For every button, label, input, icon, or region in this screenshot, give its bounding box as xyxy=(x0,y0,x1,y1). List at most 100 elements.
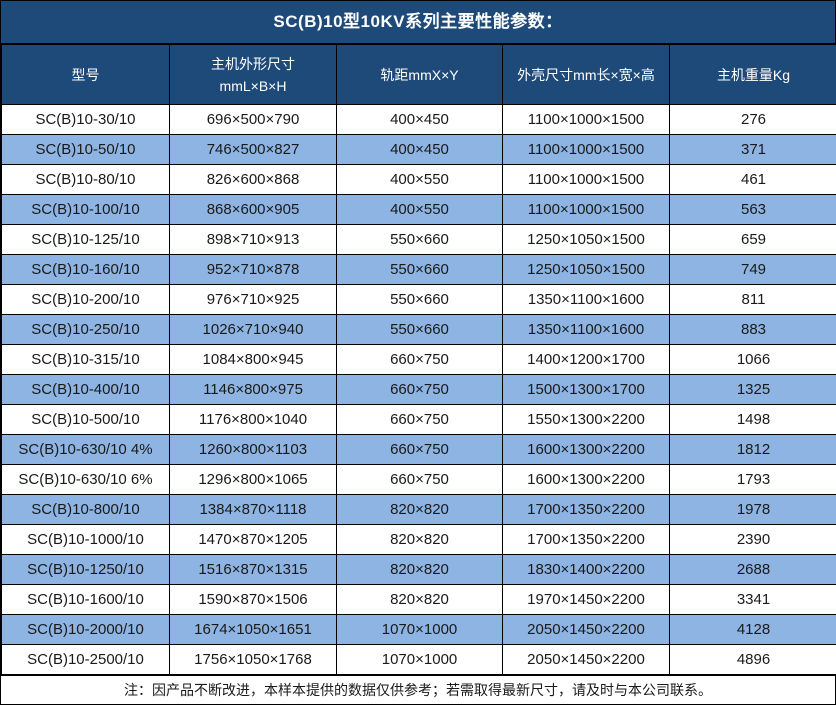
spec-table: 型号 主机外形尺寸 mmL×B×H 轨距mmX×Y 外壳尺寸mm长×宽×高 主机… xyxy=(1,44,836,675)
cell-model: SC(B)10-200/10 xyxy=(1,284,170,315)
cell-rail-gauge: 550×660 xyxy=(336,254,503,285)
cell-enclosure-size: 1500×1300×1700 xyxy=(502,374,670,405)
table-row: SC(B)10-1250/10 1516×870×1315 820×820 1830×… xyxy=(1,554,836,585)
table-row: SC(B)10-1000/10 1470×870×1205 820×820 1700×… xyxy=(1,524,836,555)
table-row: SC(B)10-160/10 952×710×878 550×660 1250×105… xyxy=(1,254,836,285)
column-header-label: 外壳尺寸mm长×宽×高 xyxy=(517,66,655,83)
cell-weight: 811 xyxy=(669,284,836,315)
cell-weight: 1793 xyxy=(669,464,836,495)
cell-host-dimensions: 1146×800×975 xyxy=(169,374,337,405)
cell-host-dimensions: 746×500×827 xyxy=(169,134,337,165)
cell-weight: 2688 xyxy=(669,554,836,585)
table-row: SC(B)10-500/10 1176×800×1040 660×750 1550×1… xyxy=(1,404,836,435)
cell-host-dimensions: 1590×870×1506 xyxy=(169,584,337,615)
column-header-label: 主机外形尺寸 xyxy=(211,55,295,72)
cell-host-dimensions: 1470×870×1205 xyxy=(169,524,337,555)
cell-model: SC(B)10-125/10 xyxy=(1,224,170,255)
cell-enclosure-size: 1100×1000×1500 xyxy=(502,164,670,195)
cell-model: SC(B)10-30/10 xyxy=(1,104,170,135)
table-header: 型号 主机外形尺寸 mmL×B×H 轨距mmX×Y 外壳尺寸mm长×宽×高 主机… xyxy=(1,44,836,105)
column-header-label: 轨距mmX×Y xyxy=(380,66,459,83)
cell-model: SC(B)10-1600/10 xyxy=(1,584,170,615)
cell-enclosure-size: 1830×1400×2200 xyxy=(502,554,670,585)
cell-enclosure-size: 1600×1300×2200 xyxy=(502,434,670,465)
column-header-enclosure-size: 外壳尺寸mm长×宽×高 xyxy=(502,44,670,105)
cell-model: SC(B)10-160/10 xyxy=(1,254,170,285)
cell-rail-gauge: 400×550 xyxy=(336,194,503,225)
cell-host-dimensions: 1384×870×1118 xyxy=(169,494,337,525)
column-header-host-dimensions: 主机外形尺寸 mmL×B×H xyxy=(169,44,337,105)
cell-enclosure-size: 1350×1100×1600 xyxy=(502,284,670,315)
cell-rail-gauge: 660×750 xyxy=(336,464,503,495)
table-row: SC(B)10-1600/10 1590×870×1506 820×820 1970×… xyxy=(1,584,836,615)
cell-weight: 1325 xyxy=(669,374,836,405)
cell-rail-gauge: 400×450 xyxy=(336,134,503,165)
cell-rail-gauge: 820×820 xyxy=(336,524,503,555)
cell-enclosure-size: 1250×1050×1500 xyxy=(502,254,670,285)
cell-host-dimensions: 1026×710×940 xyxy=(169,314,337,345)
cell-enclosure-size: 1550×1300×2200 xyxy=(502,404,670,435)
cell-enclosure-size: 1970×1450×2200 xyxy=(502,584,670,615)
table-row: SC(B)10-80/10 826×600×868 400×550 1100×1000… xyxy=(1,164,836,195)
cell-rail-gauge: 660×750 xyxy=(336,404,503,435)
table-body: SC(B)10-30/10 696×500×790 400×450 1100×1000… xyxy=(1,104,836,675)
column-header-sub: mmL×B×H xyxy=(219,77,287,94)
cell-model: SC(B)10-400/10 xyxy=(1,374,170,405)
column-header-rail-gauge: 轨距mmX×Y xyxy=(336,44,503,105)
table-row: SC(B)10-30/10 696×500×790 400×450 1100×1000… xyxy=(1,104,836,135)
table-row: SC(B)10-100/10 868×600×905 400×550 1100×100… xyxy=(1,194,836,225)
table-row: SC(B)10-2500/10 1756×1050×1768 1070×1000 20… xyxy=(1,644,836,675)
cell-weight: 461 xyxy=(669,164,836,195)
cell-rail-gauge: 1070×1000 xyxy=(336,614,503,645)
cell-model: SC(B)10-1000/10 xyxy=(1,524,170,555)
cell-host-dimensions: 1674×1050×1651 xyxy=(169,614,337,645)
cell-rail-gauge: 1070×1000 xyxy=(336,644,503,675)
cell-enclosure-size: 1600×1300×2200 xyxy=(502,464,670,495)
cell-model: SC(B)10-250/10 xyxy=(1,314,170,345)
cell-weight: 1498 xyxy=(669,404,836,435)
cell-enclosure-size: 2050×1450×2200 xyxy=(502,644,670,675)
column-header-label: 型号 xyxy=(71,66,100,83)
table-row: SC(B)10-630/10 4% 1260×800×1103 660×750 160… xyxy=(1,434,836,465)
column-header-weight: 主机重量Kg xyxy=(669,44,836,105)
cell-weight: 276 xyxy=(669,104,836,135)
cell-weight: 1812 xyxy=(669,434,836,465)
column-header-label: 主机重量Kg xyxy=(716,66,791,83)
cell-weight: 4128 xyxy=(669,614,836,645)
table-row: SC(B)10-2000/10 1674×1050×1651 1070×1000 20… xyxy=(1,614,836,645)
cell-model: SC(B)10-1250/10 xyxy=(1,554,170,585)
cell-model: SC(B)10-50/10 xyxy=(1,134,170,165)
cell-host-dimensions: 1296×800×1065 xyxy=(169,464,337,495)
cell-rail-gauge: 820×820 xyxy=(336,584,503,615)
cell-rail-gauge: 820×820 xyxy=(336,554,503,585)
table-row: SC(B)10-50/10 746×500×827 400×450 1100×1000… xyxy=(1,134,836,165)
cell-weight: 4896 xyxy=(669,644,836,675)
table-row: SC(B)10-125/10 898×710×913 550×660 1250×105… xyxy=(1,224,836,255)
cell-enclosure-size: 1100×1000×1500 xyxy=(502,104,670,135)
page-title: SC(B)10型10KV系列主要性能参数： xyxy=(1,1,835,44)
cell-model: SC(B)10-800/10 xyxy=(1,494,170,525)
table-row: SC(B)10-315/10 1084×800×945 660×750 1400×12… xyxy=(1,344,836,375)
cell-enclosure-size: 1700×1350×2200 xyxy=(502,494,670,525)
cell-model: SC(B)10-80/10 xyxy=(1,164,170,195)
table-row: SC(B)10-200/10 976×710×925 550×660 1350×110… xyxy=(1,284,836,315)
cell-weight: 883 xyxy=(669,314,836,345)
cell-rail-gauge: 400×550 xyxy=(336,164,503,195)
column-header-model: 型号 xyxy=(1,44,170,105)
table-row: SC(B)10-800/10 1384×870×1118 820×820 1700×1… xyxy=(1,494,836,525)
cell-enclosure-size: 2050×1450×2200 xyxy=(502,614,670,645)
cell-weight: 3341 xyxy=(669,584,836,615)
cell-weight: 1066 xyxy=(669,344,836,375)
cell-weight: 371 xyxy=(669,134,836,165)
cell-rail-gauge: 550×660 xyxy=(336,314,503,345)
cell-host-dimensions: 1756×1050×1768 xyxy=(169,644,337,675)
cell-host-dimensions: 976×710×925 xyxy=(169,284,337,315)
cell-host-dimensions: 1260×800×1103 xyxy=(169,434,337,465)
cell-model: SC(B)10-500/10 xyxy=(1,404,170,435)
cell-host-dimensions: 696×500×790 xyxy=(169,104,337,135)
cell-rail-gauge: 550×660 xyxy=(336,224,503,255)
cell-enclosure-size: 1400×1200×1700 xyxy=(502,344,670,375)
cell-rail-gauge: 550×660 xyxy=(336,284,503,315)
table-row: SC(B)10-400/10 1146×800×975 660×750 1500×13… xyxy=(1,374,836,405)
